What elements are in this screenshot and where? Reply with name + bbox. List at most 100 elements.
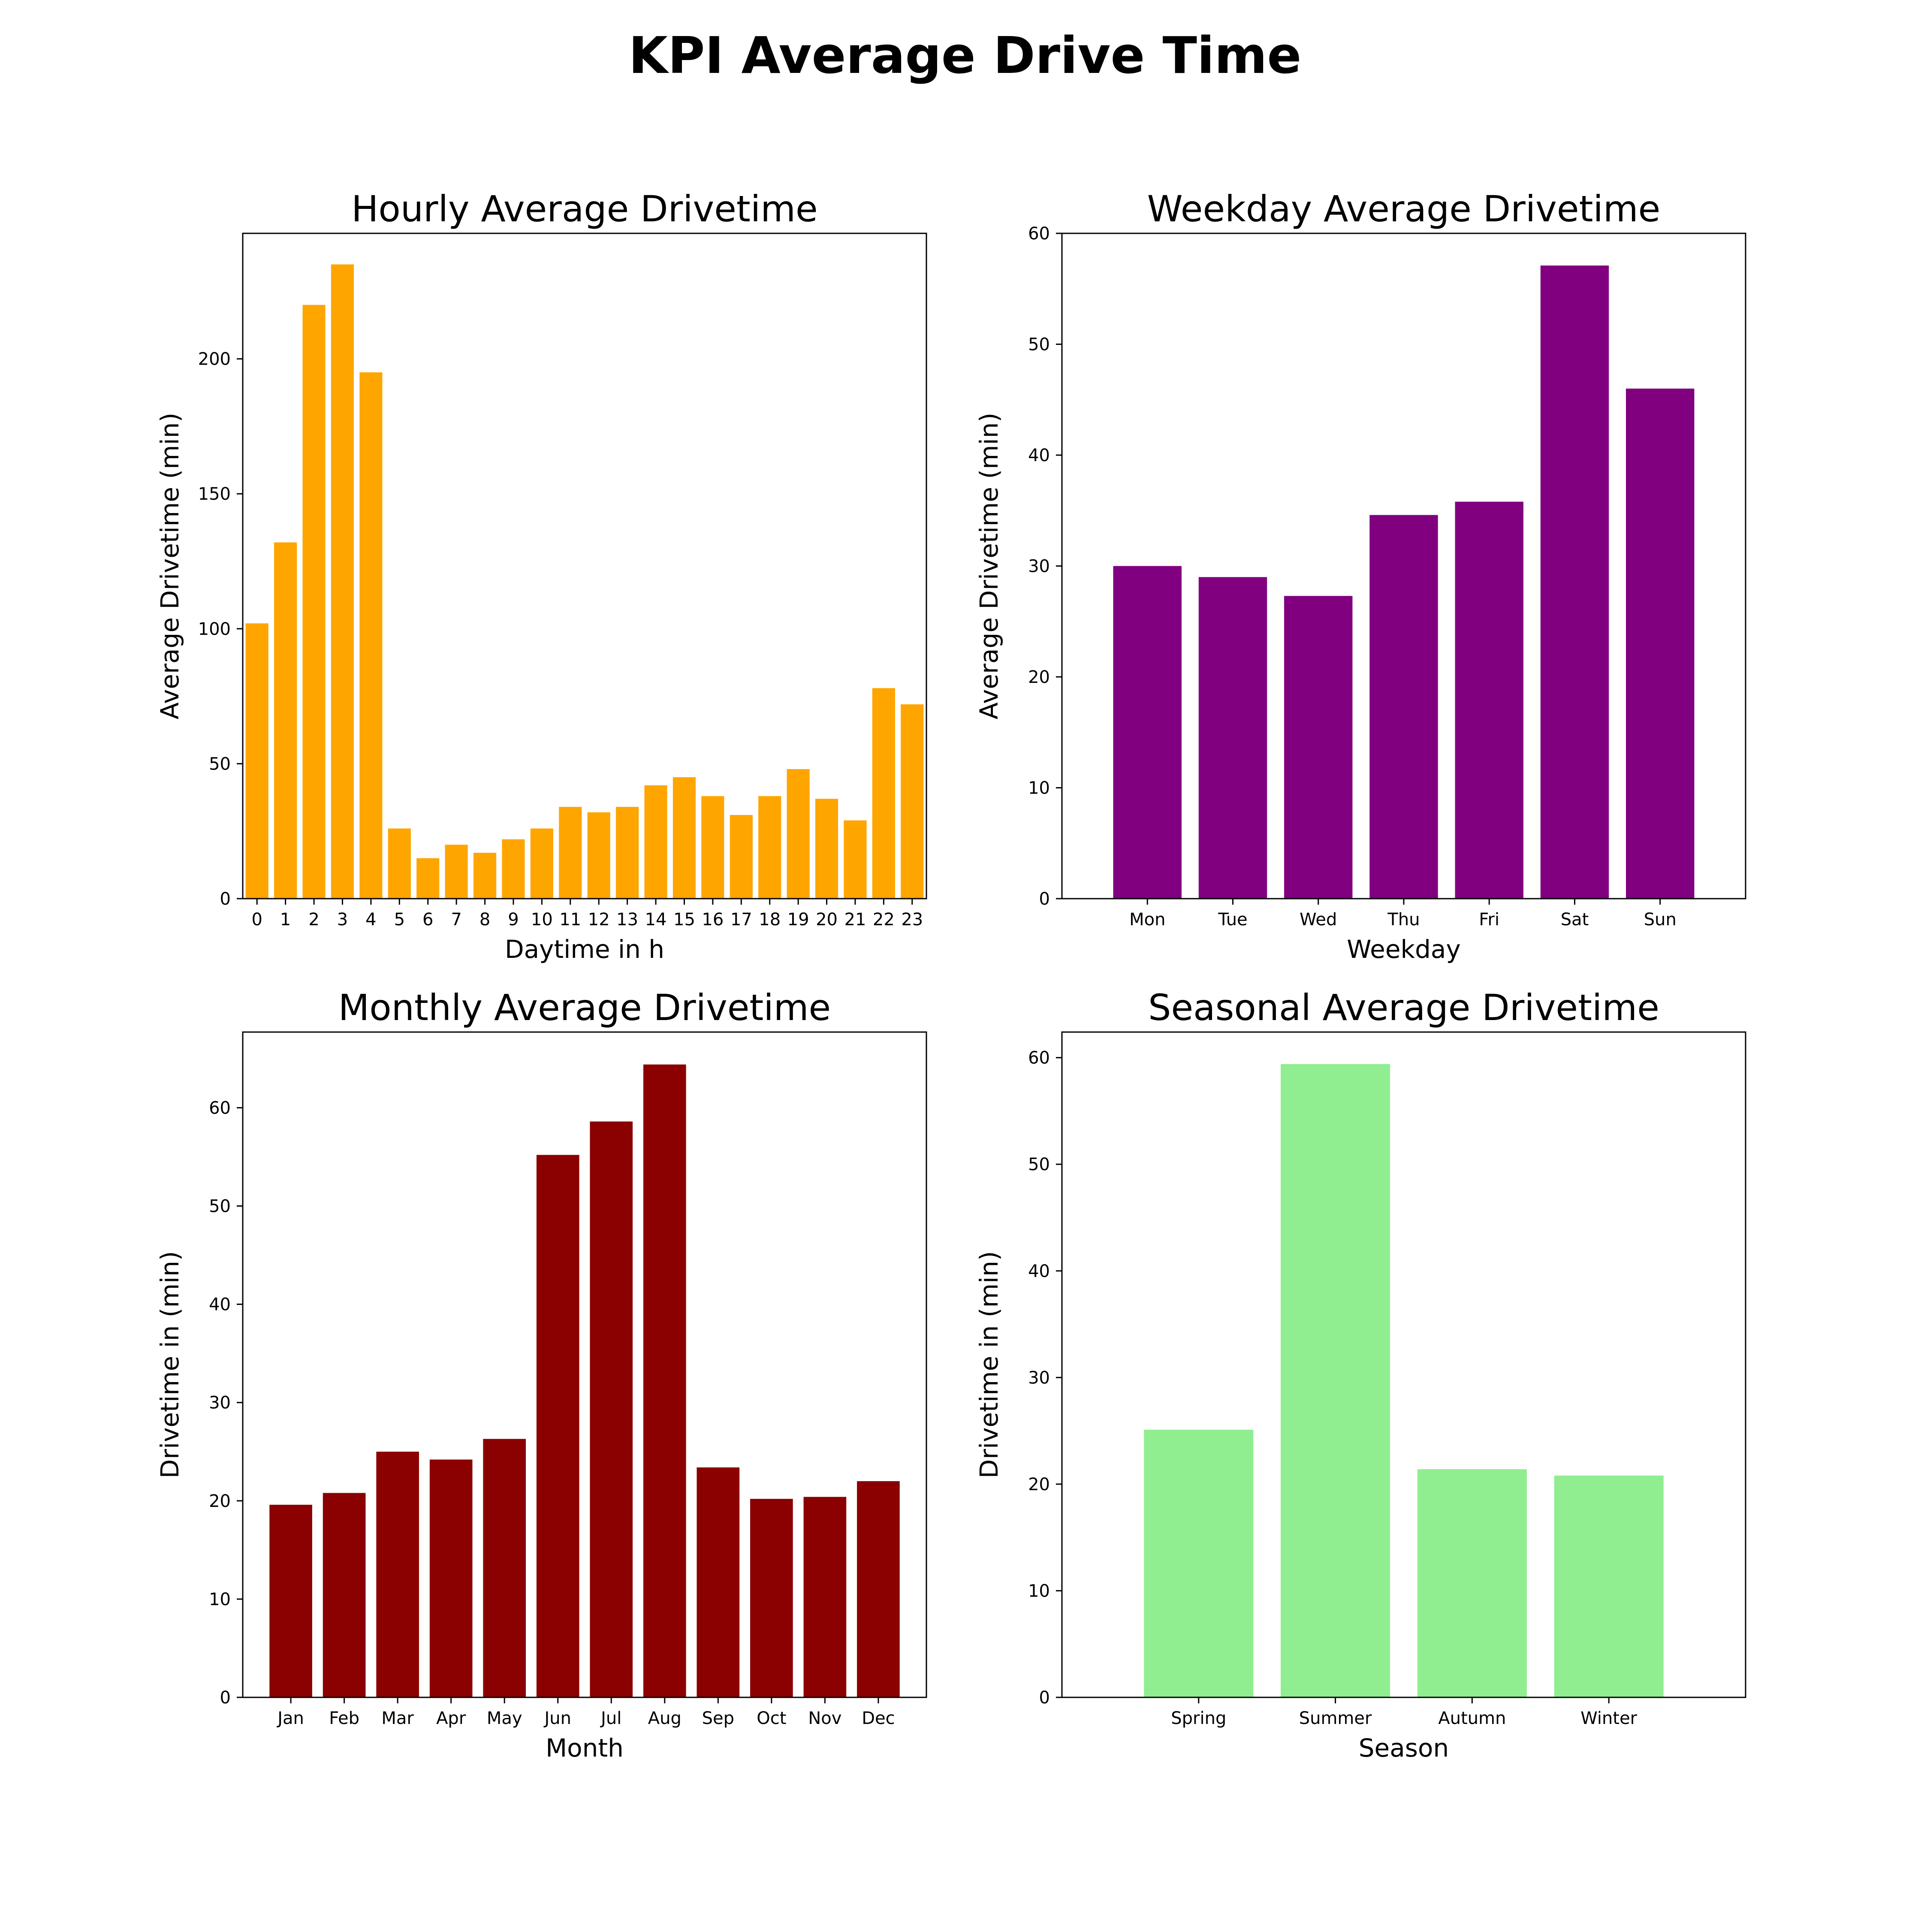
hourly-xtick-label: 14 [645,910,667,930]
weekday-ytick-label: 20 [1028,667,1050,687]
monthly-bar [536,1155,579,1697]
weekday-xtick-label: Sun [1644,910,1677,930]
hourly-bar [331,264,354,899]
hourly-bar [787,769,810,899]
hourly-bar [502,839,525,899]
weekday-xtick-label: Thu [1387,910,1420,930]
weekday-bar [1113,566,1182,899]
hourly-bar [473,853,497,899]
hourly-bar [445,845,468,899]
hourly-xtick-label: 20 [816,910,838,930]
hourly-xtick-label: 10 [531,910,553,930]
seasonal-xtick-label: Winter [1580,1709,1637,1728]
weekday-chart: Mon Tue Wed Thu Fri Sat Sun 0 10 20 30 40 50 60 Weekda… [974,188,1746,964]
hourly-xtick-label: 4 [365,910,376,930]
weekday-ytick-label: 0 [1039,889,1050,909]
monthly-xtick-label: Jun [543,1709,571,1728]
hourly-bar [616,807,639,899]
seasonal-xtick-label: Autumn [1438,1709,1506,1728]
seasonal-bar [1554,1476,1664,1697]
monthly-bar [483,1439,526,1697]
monthly-xtick-label: Apr [436,1709,466,1728]
hourly-xtick-label: 0 [251,910,262,930]
weekday-ytick-label: 60 [1028,224,1050,244]
monthly-bar [590,1121,633,1697]
weekday-xtick-label: Fri [1479,910,1499,930]
seasonal-ylabel: Drivetime in (min) [974,1251,1004,1478]
weekday-xtick-label: Sat [1561,910,1589,930]
seasonal-title: Seasonal Average Drivetime [1148,987,1659,1029]
monthly-bar [857,1481,900,1697]
seasonal-xlabel: Season [1359,1733,1449,1763]
monthly-bar [429,1459,473,1697]
monthly-xtick-label: Jul [600,1709,621,1728]
hourly-ytick-label: 200 [198,350,231,369]
monthly-xtick-label: Aug [648,1709,682,1728]
hourly-chart: 0 1 2 3 4 5 6 7 8 9 10 11 12 13 14 15 16 17 18 19 20 21 22 2305… [155,188,927,964]
weekday-title: Weekday Average Drivetime [1147,188,1661,230]
seasonal-ytick-label: 40 [1028,1262,1050,1281]
seasonal-bar [1417,1469,1527,1697]
weekday-ytick-label: 10 [1028,779,1050,798]
hourly-xtick-label: 22 [873,910,895,930]
hourly-bar [245,623,268,899]
monthly-ytick-label: 40 [209,1295,231,1315]
weekday-bar [1626,388,1695,899]
hourly-bar [844,820,867,899]
monthly-xtick-label: Dec [862,1709,895,1728]
hourly-bar [359,372,383,899]
weekday-ylabel: Average Drivetime (min) [974,413,1004,719]
hourly-ylabel: Average Drivetime (min) [155,413,184,719]
hourly-bar [672,777,696,899]
weekday-bar [1284,596,1353,899]
seasonal-ytick-label: 60 [1028,1048,1050,1068]
hourly-bar [901,704,924,899]
monthly-title: Monthly Average Drivetime [338,987,831,1029]
hourly-xtick-label: 6 [422,910,433,930]
hourly-xtick-label: 12 [588,910,610,930]
hourly-bar [758,796,781,899]
seasonal-chart: Spring Summer Autumn Winter 0 10 20 30 40 50 60 Sea… [974,987,1746,1763]
hourly-xtick-label: 17 [730,910,752,930]
hourly-bar [416,858,440,899]
hourly-xtick-label: 2 [308,910,319,930]
hourly-xtick-label: 9 [508,910,519,930]
monthly-ytick-label: 50 [209,1197,231,1217]
figure-title: KPI Average Drive Time [628,26,1302,85]
hourly-bar [559,807,582,899]
hourly-bar [815,799,838,899]
weekday-xtick-label: Wed [1300,910,1337,930]
hourly-xtick-label: 15 [673,910,695,930]
weekday-bar [1540,265,1609,899]
seasonal-axes-frame [1061,1031,1746,1698]
monthly-ytick-label: 30 [209,1393,231,1413]
seasonal-ytick-label: 20 [1028,1475,1050,1494]
hourly-bar [530,828,553,899]
weekday-ytick-label: 30 [1028,557,1050,577]
monthly-axes-frame [242,1031,927,1698]
hourly-xtick-label: 13 [616,910,638,930]
monthly-xtick-label: Nov [808,1709,841,1728]
monthly-xtick-label: Mar [381,1709,414,1728]
monthly-ylabel: Drivetime in (min) [155,1251,184,1478]
hourly-bar [644,785,667,899]
hourly-xtick-label: 11 [559,910,581,930]
monthly-bar [269,1504,312,1697]
hourly-bar [730,815,753,899]
seasonal-ytick-label: 10 [1028,1581,1050,1601]
hourly-bar [302,305,326,899]
monthly-chart: Jan Feb Mar Apr May Jun Jul Aug Sep Oct Nov Dec 0 10 2… [155,987,927,1763]
hourly-ytick-label: 0 [220,889,231,909]
monthly-bar [323,1493,366,1697]
monthly-xtick-label: Sep [702,1709,734,1728]
monthly-xtick-label: Feb [329,1709,359,1728]
hourly-xtick-label: 1 [280,910,291,930]
hourly-title: Hourly Average Drivetime [351,188,817,230]
hourly-xtick-label: 18 [759,910,781,930]
monthly-ytick-label: 20 [209,1491,231,1511]
monthly-bar [803,1497,847,1697]
monthly-ytick-label: 0 [220,1688,231,1708]
seasonal-bar [1281,1064,1390,1697]
monthly-xtick-label: Oct [757,1709,786,1728]
